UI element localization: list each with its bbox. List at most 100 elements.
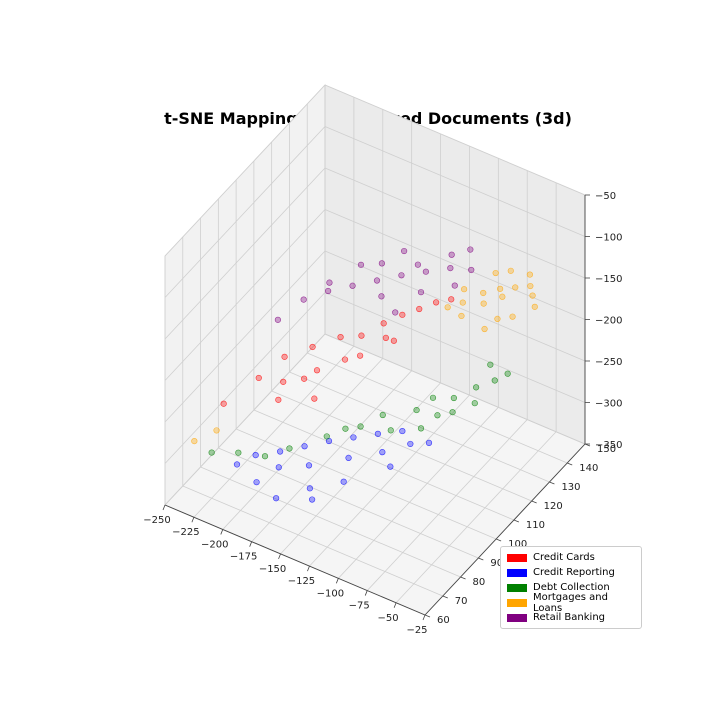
y-tick-mark (460, 576, 466, 580)
point-debt-collection (208, 449, 215, 456)
point-credit-cards (313, 367, 321, 374)
point-retail-banking (451, 282, 458, 289)
x-tick-mark (364, 590, 368, 596)
x-tick-mark (191, 517, 195, 523)
x-axis-line (164, 504, 426, 616)
z-tick-label: −350 (595, 440, 622, 451)
point-retail-banking (378, 260, 385, 267)
z-tick-label: −100 (595, 233, 622, 244)
y-tick-label: 60 (437, 615, 450, 626)
axis-panes (164, 83, 586, 616)
point-debt-collection (417, 425, 425, 432)
point-mortgages-and-loans (213, 427, 220, 434)
point-credit-cards (433, 299, 440, 306)
point-mortgages-and-loans (529, 292, 536, 299)
y-tick-mark (567, 462, 573, 466)
point-retail-banking (325, 287, 332, 295)
legend: Credit Cards Credit Reporting Debt Collect… (500, 546, 642, 629)
point-retail-banking (349, 282, 356, 289)
point-debt-collection (449, 409, 456, 416)
point-debt-collection (387, 427, 394, 434)
point-mortgages-and-loans (512, 284, 519, 291)
point-mortgages-and-loans (494, 315, 501, 323)
point-credit-cards (255, 374, 262, 382)
point-retail-banking (326, 279, 333, 286)
y-tick-mark (549, 481, 555, 485)
legend-item: Credit Reporting (507, 565, 635, 580)
legend-label: Retail Banking (533, 612, 606, 623)
point-debt-collection (323, 433, 330, 440)
y-tick-mark (424, 614, 431, 618)
y-tick-label: 90 (490, 558, 503, 569)
point-debt-collection (487, 361, 494, 368)
x-tick-mark (393, 602, 397, 608)
point-debt-collection (413, 406, 420, 414)
z-tick-label: −200 (595, 316, 622, 327)
point-debt-collection (261, 453, 269, 460)
point-credit-cards (220, 400, 227, 407)
point-credit-reporting (340, 478, 347, 485)
point-mortgages-and-loans (481, 325, 488, 333)
grid-z-left (164, 209, 326, 381)
legend-item: Mortgages and Loans (507, 592, 635, 614)
x-tick-mark (220, 529, 224, 535)
y-tick-label: 130 (561, 482, 580, 493)
point-retail-banking (448, 251, 455, 258)
legend-swatch (507, 598, 527, 607)
legend-label: Credit Reporting (533, 567, 615, 578)
point-credit-cards (448, 296, 455, 303)
point-debt-collection (429, 394, 437, 401)
grid-z-back (324, 126, 586, 237)
legend-item: Credit Cards (507, 550, 635, 565)
point-credit-reporting (306, 485, 313, 492)
x-tick-mark (335, 578, 339, 584)
x-tick-mark (422, 614, 426, 621)
point-credit-cards (358, 332, 365, 339)
point-debt-collection (504, 370, 511, 377)
point-mortgages-and-loans (499, 293, 506, 300)
legend-label: Credit Cards (533, 552, 595, 563)
point-debt-collection (473, 384, 480, 391)
y-tick-label: 120 (544, 501, 563, 512)
y-tick-label: 80 (473, 577, 486, 588)
tick-labels: −250−225−200−175−150−125−100−75−50−25607… (143, 191, 622, 636)
y-tick-mark (478, 557, 484, 561)
point-credit-reporting (407, 440, 414, 448)
point-retail-banking (300, 296, 307, 303)
point-debt-collection (379, 411, 386, 419)
grid-y-floor (200, 466, 461, 578)
x-tick-label: −250 (143, 515, 170, 526)
point-credit-cards (280, 378, 287, 385)
grid-y-floor (289, 371, 550, 483)
point-credit-cards (399, 311, 406, 318)
y-tick-mark (513, 519, 520, 523)
legend-swatch (507, 583, 527, 592)
point-retail-banking (392, 309, 399, 316)
grid-z-back (324, 167, 586, 279)
point-credit-cards (416, 305, 423, 313)
point-credit-reporting (374, 430, 381, 437)
point-credit-cards (281, 353, 288, 360)
point-debt-collection (357, 423, 364, 430)
y-tick-label: 150 (597, 444, 616, 455)
point-mortgages-and-loans (509, 313, 516, 320)
grid-z-back (324, 250, 586, 362)
point-retail-banking (357, 261, 365, 268)
point-retail-banking (468, 266, 475, 274)
point-mortgages-and-loans (191, 437, 198, 445)
point-mortgages-and-loans (458, 312, 465, 320)
y-tick-label: 100 (508, 539, 527, 550)
point-credit-cards (311, 395, 318, 402)
grid-y-floor (235, 428, 497, 540)
point-retail-banking (414, 261, 421, 268)
y-tick-mark (531, 500, 537, 504)
point-retail-banking (378, 293, 385, 300)
point-mortgages-and-loans (480, 300, 487, 307)
point-mortgages-and-loans (531, 303, 538, 310)
legend-swatch (507, 568, 527, 577)
point-debt-collection (342, 425, 349, 432)
x-tick-label: −100 (317, 588, 344, 599)
point-credit-reporting (252, 451, 259, 459)
grid-y-floor (218, 447, 479, 559)
x-tick-label: −125 (288, 576, 315, 587)
